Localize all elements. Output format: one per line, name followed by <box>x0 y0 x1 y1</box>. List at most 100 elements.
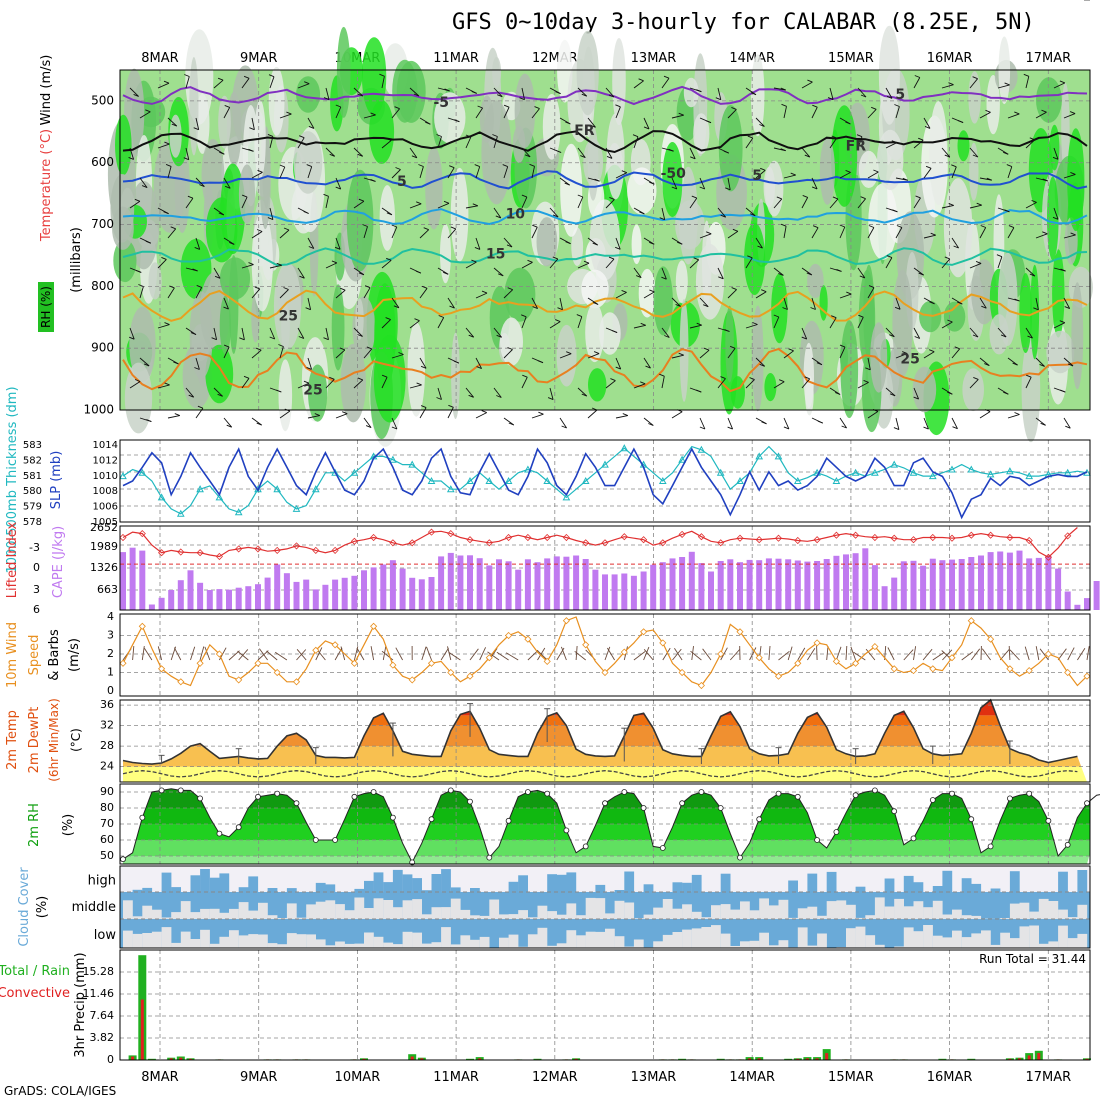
cloud-cell <box>421 890 432 892</box>
tick-label: 600 <box>91 155 114 169</box>
precip-convective-bar <box>362 1058 366 1060</box>
wind-barb <box>139 286 144 299</box>
wind-barb <box>531 413 544 419</box>
rh-blob <box>599 312 621 355</box>
cape-bar <box>486 565 493 610</box>
wind-barb <box>1024 646 1030 661</box>
date-label: 16MAR <box>927 1070 973 1085</box>
wind-barb <box>671 354 684 359</box>
cloud-cell <box>402 874 413 892</box>
wind-barb <box>251 231 263 239</box>
wind-barb <box>1052 156 1059 160</box>
rh-blob <box>969 142 979 201</box>
cloud-cell <box>971 883 982 892</box>
rh-blob <box>929 101 948 206</box>
rh-blob <box>450 167 469 262</box>
wind-barb <box>211 337 217 341</box>
cloud-cell <box>508 934 519 948</box>
cloud-cell <box>180 901 191 919</box>
wind-barbs <box>128 73 1076 431</box>
tick-label: 1 <box>107 666 114 679</box>
wind-barb <box>188 394 194 398</box>
cloud-cell <box>1067 938 1078 948</box>
cloud-cell <box>653 907 663 919</box>
wind-speed-point <box>929 665 937 673</box>
wind-barb <box>409 147 418 159</box>
wind-barb <box>913 646 917 661</box>
wind-barb <box>863 379 869 383</box>
rh2m-point <box>1084 800 1090 807</box>
wind-barb <box>621 170 627 174</box>
cloud-cell <box>296 934 307 948</box>
date-label: 9MAR <box>240 1070 277 1085</box>
thickness-point <box>967 465 976 473</box>
cloud-cell <box>421 914 432 919</box>
cloud-cell <box>258 902 268 919</box>
wind-barb <box>141 185 148 189</box>
cloud-cell <box>662 899 673 919</box>
wind-barb <box>335 289 346 299</box>
lifted-index-point <box>987 531 995 539</box>
wind-barb <box>493 267 504 277</box>
wind-barb <box>671 186 677 190</box>
lifted-index-point <box>138 530 146 538</box>
wind-barb <box>363 287 371 299</box>
lifted-index-point <box>466 536 474 544</box>
cloud-cell <box>412 878 422 892</box>
wind-barb <box>420 405 427 409</box>
wind-barb <box>335 237 341 250</box>
thickness-point <box>774 452 783 460</box>
cloud-cell <box>286 933 297 948</box>
wind-barb <box>1063 357 1074 367</box>
cloud-cell <box>614 936 625 948</box>
wind-barb <box>129 336 135 340</box>
wind-barb <box>537 360 544 364</box>
tick-label: 4 <box>107 610 114 623</box>
wind-barb <box>335 413 348 419</box>
wind-barb <box>213 327 218 340</box>
wind-barb <box>471 259 477 263</box>
cloud-cell <box>961 915 972 919</box>
cloud-cell <box>161 917 172 919</box>
wind-barb <box>213 207 225 216</box>
wind-barb <box>479 647 487 661</box>
wind-barb <box>251 117 255 130</box>
wind-barb <box>867 411 879 419</box>
cloud-cell <box>1077 904 1088 919</box>
cloud-cell <box>923 925 933 948</box>
wind-speed-point <box>1083 672 1091 680</box>
wind-barb <box>587 237 598 246</box>
wind-barb <box>729 649 740 661</box>
wind-barb <box>984 363 990 367</box>
rh-blob <box>201 139 225 211</box>
wind-barb <box>248 262 254 266</box>
wind-barb <box>325 87 330 100</box>
wind-barb <box>266 650 278 661</box>
lifted-index-point <box>505 533 513 542</box>
cloud-cell <box>990 944 1001 948</box>
cloud-cell <box>903 906 914 919</box>
wind-barb <box>353 379 364 389</box>
wind-barb <box>128 156 134 160</box>
wind-barb <box>857 267 866 279</box>
wind-barb <box>592 242 598 246</box>
wind-barb <box>475 107 483 119</box>
cloud-cell <box>123 930 133 948</box>
wind-barb <box>633 136 639 149</box>
wind-barb <box>632 134 639 138</box>
cape-bar <box>206 590 213 610</box>
wind-barb <box>307 357 313 370</box>
wind-barb <box>204 646 211 661</box>
cloud-cell <box>662 934 673 948</box>
wind-barb <box>703 347 710 351</box>
cloud-cell <box>894 898 904 919</box>
wind-barb <box>801 197 809 209</box>
cloud-cell <box>691 928 702 948</box>
wind-barb <box>1025 139 1036 149</box>
wind-barb <box>831 315 837 319</box>
wind-barb <box>727 177 731 190</box>
wind-barb <box>559 177 570 186</box>
wind-barb <box>811 177 818 190</box>
cloud-cell <box>296 917 307 919</box>
wind-barb <box>889 334 895 338</box>
